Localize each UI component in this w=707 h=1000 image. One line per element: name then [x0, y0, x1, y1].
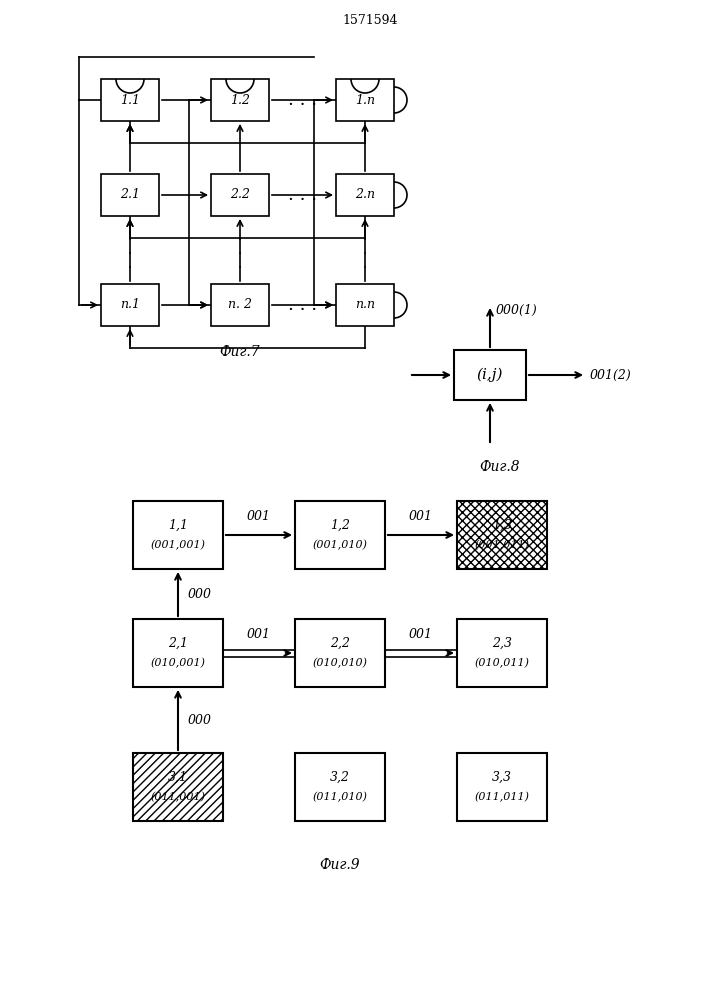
Text: n.n: n.n — [355, 298, 375, 312]
Text: 2,1: 2,1 — [168, 637, 188, 650]
Text: 1,3: 1,3 — [492, 518, 512, 532]
Bar — [211, 284, 269, 326]
Text: 2,3: 2,3 — [492, 637, 512, 650]
Text: (010,011): (010,011) — [474, 658, 530, 668]
Text: (001,010): (001,010) — [312, 540, 368, 550]
Text: 1,2: 1,2 — [330, 518, 350, 532]
Text: 1.n: 1.n — [355, 94, 375, 106]
Bar — [295, 753, 385, 821]
Text: 000: 000 — [188, 714, 212, 726]
Text: . . .: . . . — [288, 91, 317, 109]
Text: (i,j): (i,j) — [477, 368, 503, 382]
Text: 3,1: 3,1 — [168, 770, 188, 784]
Text: n.1: n.1 — [120, 298, 140, 312]
Text: (011,011): (011,011) — [474, 792, 530, 802]
Bar — [457, 753, 547, 821]
Bar — [295, 501, 385, 569]
Text: 000: 000 — [188, 587, 212, 600]
Text: Фиг.8: Фиг.8 — [479, 460, 520, 474]
Text: (011,010): (011,010) — [312, 792, 368, 802]
Bar — [454, 350, 526, 400]
Bar — [133, 753, 223, 821]
Text: Фиг.7: Фиг.7 — [220, 345, 260, 359]
Bar — [457, 501, 547, 569]
Bar — [336, 79, 394, 121]
Bar — [133, 619, 223, 687]
Bar — [101, 79, 159, 121]
Bar — [336, 174, 394, 216]
Text: .
.
.: . . . — [363, 229, 367, 271]
Text: 001: 001 — [409, 628, 433, 641]
Text: (010,010): (010,010) — [312, 658, 368, 668]
Bar — [295, 619, 385, 687]
Text: 000(1): 000(1) — [496, 304, 538, 316]
Bar — [457, 619, 547, 687]
Text: 1,1: 1,1 — [168, 518, 188, 532]
Text: 1571594: 1571594 — [342, 14, 398, 27]
Text: 001: 001 — [247, 510, 271, 523]
Text: (001,001): (001,001) — [151, 540, 206, 550]
Text: 1.1: 1.1 — [120, 94, 140, 106]
Text: 2.1: 2.1 — [120, 188, 140, 202]
Text: (010,001): (010,001) — [151, 658, 206, 668]
Bar — [101, 174, 159, 216]
Text: 3,3: 3,3 — [492, 770, 512, 784]
Text: 2.2: 2.2 — [230, 188, 250, 202]
Text: .
.
.: . . . — [128, 229, 132, 271]
Text: 001(2): 001(2) — [590, 368, 632, 381]
Text: (011,001): (011,001) — [151, 792, 206, 802]
Bar — [211, 79, 269, 121]
Bar — [133, 501, 223, 569]
Text: .
.
.: . . . — [238, 229, 242, 271]
Bar — [101, 284, 159, 326]
Text: n. 2: n. 2 — [228, 298, 252, 312]
Text: 2.n: 2.n — [355, 188, 375, 202]
Text: 1.2: 1.2 — [230, 94, 250, 106]
Text: . . .: . . . — [288, 296, 317, 314]
Text: . . .: . . . — [288, 186, 317, 204]
Text: 3,2: 3,2 — [330, 770, 350, 784]
Text: 2,2: 2,2 — [330, 637, 350, 650]
Text: 001: 001 — [409, 510, 433, 523]
Text: 001: 001 — [247, 628, 271, 641]
Text: Фиг.9: Фиг.9 — [320, 858, 361, 872]
Bar — [211, 174, 269, 216]
Text: (001,011): (001,011) — [474, 540, 530, 550]
Bar — [336, 284, 394, 326]
